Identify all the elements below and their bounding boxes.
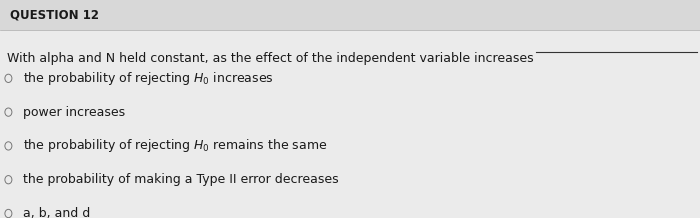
Text: power increases: power increases bbox=[23, 106, 125, 119]
Text: With alpha and N held constant, as the effect of the independent variable increa: With alpha and N held constant, as the e… bbox=[7, 52, 533, 65]
Text: QUESTION 12: QUESTION 12 bbox=[10, 9, 99, 22]
Text: the probability of making a Type II error decreases: the probability of making a Type II erro… bbox=[23, 173, 339, 186]
Text: the probability of rejecting $H_0$ remains the same: the probability of rejecting $H_0$ remai… bbox=[23, 137, 328, 154]
Text: a, b, and d: a, b, and d bbox=[23, 207, 90, 218]
Bar bbox=[0, 0, 700, 30]
Text: the probability of rejecting $H_0$ increases: the probability of rejecting $H_0$ incre… bbox=[23, 70, 274, 87]
